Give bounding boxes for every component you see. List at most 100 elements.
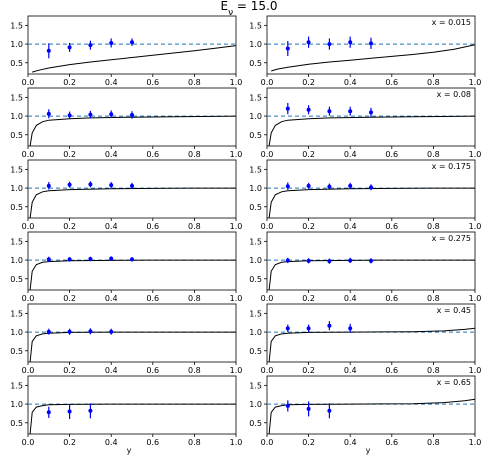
y-tick-label: 0.5 <box>249 419 262 428</box>
y-tick-label: 1.5 <box>249 237 262 246</box>
x-tick-label: 0.4 <box>344 150 357 159</box>
panels-grid: 0.5 1.0 1.5 0.0 0.2 0.4 0.6 0.8 1.0 0.5 1.0 1.5 0.0 0… <box>10 15 482 447</box>
x-tick-label: 1.0 <box>469 150 482 159</box>
figure-title: Eν = 15.0 <box>220 0 277 18</box>
theory-curve <box>268 327 476 363</box>
y-tick-label: 1.0 <box>249 328 262 337</box>
panel-frame <box>27 15 237 75</box>
y-tick-label: 0.5 <box>249 59 262 68</box>
data-point <box>306 107 311 112</box>
x-tick-label: 0.6 <box>146 366 159 375</box>
y-tick-label: 1.5 <box>10 165 23 174</box>
y-tick-label: 0.5 <box>10 131 23 140</box>
x-tick-label: 0.8 <box>188 150 201 159</box>
x-tick-label: 0.8 <box>427 438 440 447</box>
data-point <box>130 183 134 188</box>
x-tick-label: 0.6 <box>385 366 398 375</box>
x-tick-label: 0.4 <box>105 294 118 303</box>
figure-title-subscript: ν <box>228 8 233 18</box>
data-point <box>88 408 93 413</box>
data-point <box>67 409 72 414</box>
panel-6: 0.5 1.0 1.5 0.0 0.2 0.4 0.6 0.8 1.0 x = 0.175 <box>249 159 481 231</box>
theory-curve <box>29 403 236 435</box>
y-tick-label: 0.5 <box>249 275 262 284</box>
data-point <box>88 182 93 187</box>
x-tick-label: 1.0 <box>230 366 243 375</box>
data-point <box>109 183 114 188</box>
y-tick-label: 1.5 <box>10 381 23 390</box>
data-point <box>109 112 114 117</box>
panel-frame <box>266 231 476 291</box>
x-tick-label: 0.8 <box>188 366 201 375</box>
y-tick-label: 1.0 <box>249 256 262 265</box>
data-point <box>130 40 134 45</box>
x-tick-label: 0.0 <box>261 438 274 447</box>
data-point <box>67 113 72 118</box>
y-tick-label: 1.0 <box>10 112 23 121</box>
panel-frame <box>27 87 237 147</box>
y-tick-label: 1.0 <box>10 184 23 193</box>
data-point <box>348 109 353 114</box>
x-tick-label: 0.6 <box>385 222 398 231</box>
y-tick-label: 0.5 <box>10 419 23 428</box>
data-point <box>327 323 332 328</box>
x-tick-label: 0.8 <box>188 438 201 447</box>
x-tick-label: 1.0 <box>469 366 482 375</box>
x-tick-label: 0.2 <box>302 150 315 159</box>
x-tick-label: 0.0 <box>22 366 35 375</box>
panel-frame <box>27 303 237 363</box>
panel-10: 0.5 1.0 1.5 0.0 0.2 0.4 0.6 0.8 1.0 x = 0.45 <box>249 303 482 375</box>
theory-curve <box>29 259 236 291</box>
x-tick-label: 1.0 <box>230 294 243 303</box>
y-tick-label: 1.5 <box>249 165 262 174</box>
y-tick-label: 0.5 <box>10 275 23 284</box>
y-tick-label: 1.0 <box>249 400 262 409</box>
panel-4: 0.5 1.0 1.5 0.0 0.2 0.4 0.6 0.8 1.0 x = 0.08 <box>249 87 482 159</box>
x-tick-label: 0.2 <box>302 222 315 231</box>
x-tick-label: 0.6 <box>385 78 398 87</box>
x-tick-label: 0.0 <box>261 150 274 159</box>
x-tick-label: 0.2 <box>302 366 315 375</box>
x-tick-label: 0.2 <box>63 150 76 159</box>
data-point <box>285 403 290 408</box>
x-tick-label: 0.2 <box>63 222 76 231</box>
x-tick-label: 1.0 <box>230 222 243 231</box>
x-tick-label: 0.0 <box>22 150 35 159</box>
data-point <box>348 326 353 331</box>
data-point <box>327 109 332 114</box>
data-point <box>369 110 373 115</box>
y-tick-label: 1.5 <box>249 21 262 30</box>
panel-11: 0.5 1.0 1.5 0.0 0.2 0.4 0.6 0.8 1.0 <box>10 375 242 447</box>
data-point <box>46 410 51 415</box>
y-tick-label: 1.5 <box>10 93 23 102</box>
y-tick-label: 1.5 <box>249 93 262 102</box>
data-point <box>285 184 290 189</box>
y-tick-label: 1.5 <box>10 309 23 318</box>
x-tick-label: 0.8 <box>427 222 440 231</box>
panel-annotation: x = 0.45 <box>437 306 471 315</box>
x-axis-label-left: y <box>127 446 132 455</box>
data-point <box>306 258 311 263</box>
x-tick-label: 0.4 <box>105 78 118 87</box>
x-tick-label: 0.0 <box>261 78 274 87</box>
theory-curve <box>271 44 476 72</box>
x-tick-label: 1.0 <box>230 78 243 87</box>
x-tick-label: 0.6 <box>385 438 398 447</box>
panel-12: 0.5 1.0 1.5 0.0 0.2 0.4 0.6 0.8 1.0 x = 0.65 <box>249 375 481 447</box>
x-tick-label: 0.0 <box>261 222 274 231</box>
x-tick-label: 0.0 <box>22 438 35 447</box>
panel-annotation: x = 0.275 <box>432 234 471 243</box>
data-point <box>67 45 72 50</box>
y-tick-label: 0.5 <box>10 59 23 68</box>
data-point <box>348 258 353 263</box>
panel-frame <box>266 87 476 147</box>
panel-5: 0.5 1.0 1.5 0.0 0.2 0.4 0.6 0.8 1.0 <box>10 159 243 231</box>
y-tick-label: 1.5 <box>249 381 262 390</box>
data-point <box>109 256 114 261</box>
panel-2: 0.5 1.0 1.5 0.0 0.2 0.4 0.6 0.8 1.0 x = 0.015 <box>249 15 481 87</box>
data-point <box>306 183 311 188</box>
data-point <box>67 329 72 334</box>
data-point <box>327 259 332 264</box>
data-point <box>46 329 51 334</box>
